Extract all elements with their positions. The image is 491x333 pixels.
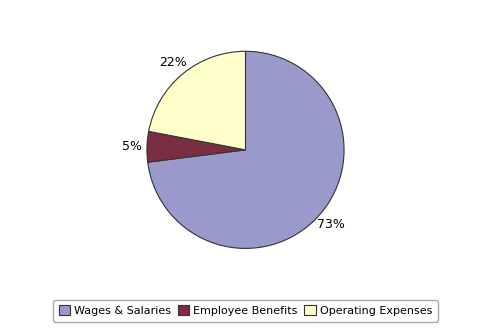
Wedge shape: [148, 51, 344, 248]
Wedge shape: [147, 132, 246, 162]
Legend: Wages & Salaries, Employee Benefits, Operating Expenses: Wages & Salaries, Employee Benefits, Ope…: [53, 300, 438, 322]
Text: 5%: 5%: [122, 140, 142, 153]
Text: 22%: 22%: [160, 56, 187, 69]
Text: 73%: 73%: [317, 218, 345, 231]
Wedge shape: [149, 51, 246, 150]
